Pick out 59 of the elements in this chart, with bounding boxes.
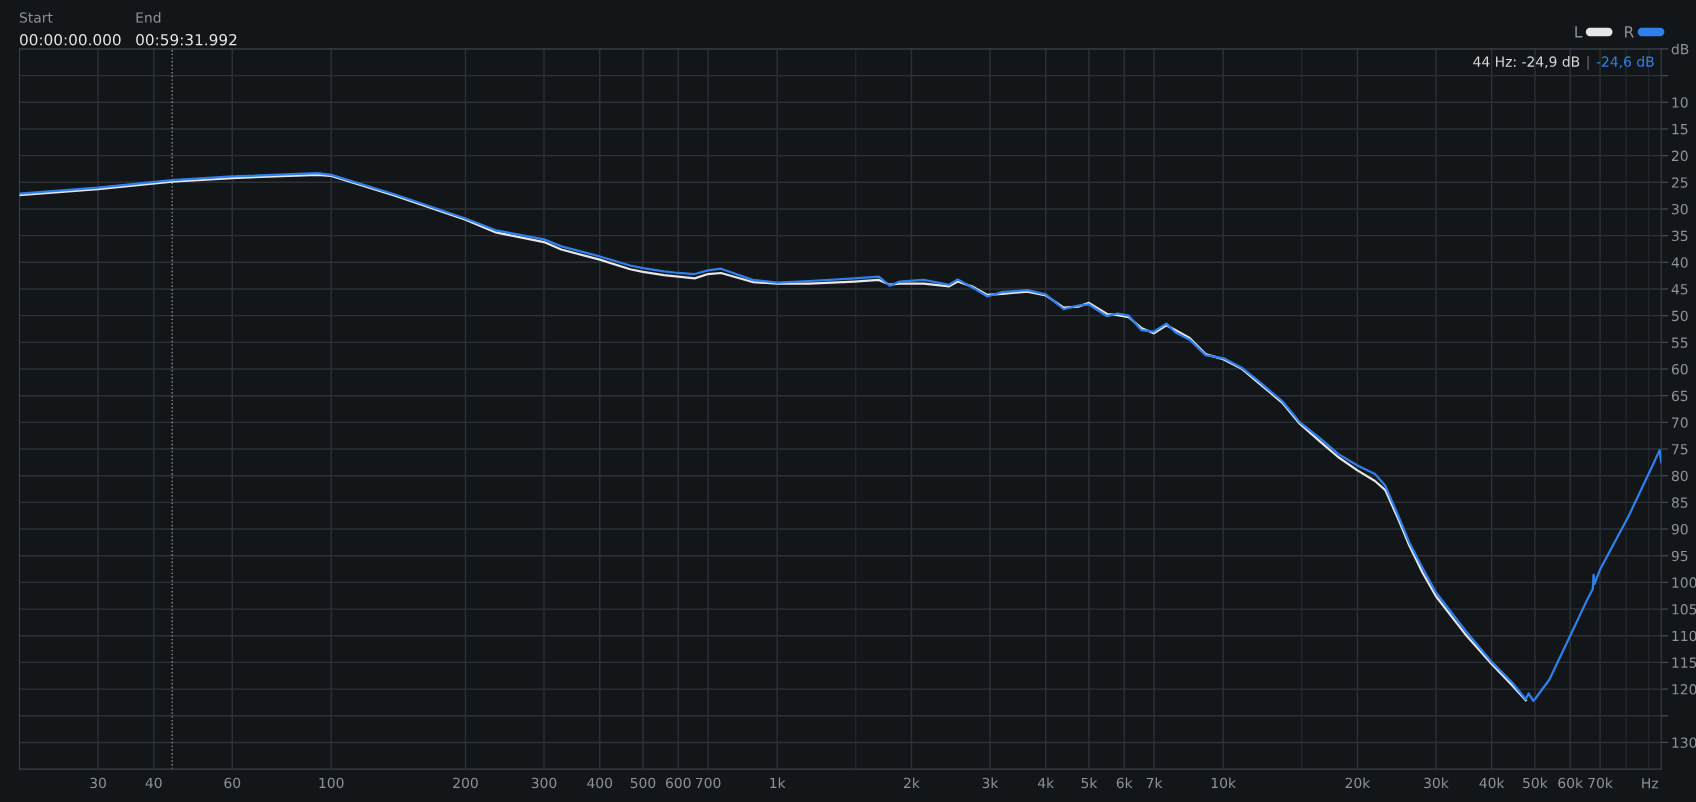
annotation: -24,6 dB <box>1596 56 1654 69</box>
y-tick-label: 45 <box>1671 284 1688 295</box>
x-tick-label: 500 <box>630 777 656 789</box>
text: 00:00:00.000 <box>20 33 121 46</box>
y-tick-label: 35 <box>1672 230 1688 242</box>
x-tick-label: 6k <box>1116 777 1133 789</box>
y-tick-label: 85 <box>1671 497 1688 508</box>
y-tick-label: 115 <box>1672 657 1696 668</box>
x-tick-label: 7k <box>1146 777 1163 788</box>
x-axis-title: Hz <box>1642 778 1659 789</box>
y-tick-label: 80 <box>1671 470 1688 482</box>
x-tick-label: 40k <box>1479 777 1505 789</box>
x-tick-label: 700 <box>696 777 721 789</box>
y-tick-label: 90 <box>1671 524 1688 535</box>
text: 00:59:31.992 <box>136 33 237 46</box>
y-tick-label: 105 <box>1672 604 1696 615</box>
y-tick-label: 100 <box>1672 577 1696 588</box>
x-tick-label: 200 <box>453 777 478 789</box>
x-tick-label: 50k <box>1523 777 1548 789</box>
x-tick-label: 2k <box>904 777 920 788</box>
text: Start <box>19 12 53 23</box>
x-tick-label: 3k <box>982 777 999 789</box>
y-tick-label: 10 <box>1672 97 1688 108</box>
y-tick-label: 60 <box>1671 363 1688 375</box>
x-tick-label: 20k <box>1345 777 1371 789</box>
text: End <box>136 12 161 23</box>
x-tick-label: 300 <box>531 777 557 789</box>
y-tick-label: 75 <box>1672 444 1688 455</box>
y-tick-label: 55 <box>1672 337 1688 348</box>
y-tick-label: 130 <box>1672 737 1696 748</box>
y-tick-label: 65 <box>1671 390 1688 402</box>
y-tick-label: 95 <box>1671 550 1688 562</box>
x-tick-label: 4k <box>1037 777 1055 788</box>
y-tick-label: 120 <box>1672 684 1696 695</box>
x-tick-label: 60 <box>224 777 241 789</box>
x-tick-label: 60k <box>1558 777 1584 789</box>
x-tick-label: 5k <box>1081 777 1098 789</box>
y-tick-label: 110 <box>1672 630 1696 642</box>
x-tick-label: 70k <box>1588 777 1613 789</box>
y-tick-label: 20 <box>1671 150 1688 162</box>
x-tick-label: 1k <box>770 777 786 788</box>
x-tick-label: 400 <box>587 777 613 789</box>
x-tick-label: 40 <box>145 777 162 789</box>
annotation: 44 Hz: -24,9 dB <box>1473 56 1580 69</box>
y-tick-label: dB <box>1671 43 1689 55</box>
legend-label: R <box>1625 26 1634 38</box>
y-tick-label: 25 <box>1671 177 1688 188</box>
x-tick-label: 30k <box>1424 777 1449 789</box>
x-tick-label: 30 <box>90 777 106 789</box>
x-tick-label: 10k <box>1211 777 1236 789</box>
x-tick-label: 600 <box>665 777 691 789</box>
x-tick-label: 100 <box>319 777 344 789</box>
y-tick-label: 70 <box>1672 417 1688 428</box>
legend-label: L <box>1575 26 1583 38</box>
annotation: | <box>1587 55 1589 70</box>
y-tick-label: 30 <box>1672 203 1688 215</box>
y-tick-label: 40 <box>1671 257 1688 268</box>
y-tick-label: 50 <box>1672 310 1688 322</box>
y-tick-label: 15 <box>1672 124 1688 135</box>
